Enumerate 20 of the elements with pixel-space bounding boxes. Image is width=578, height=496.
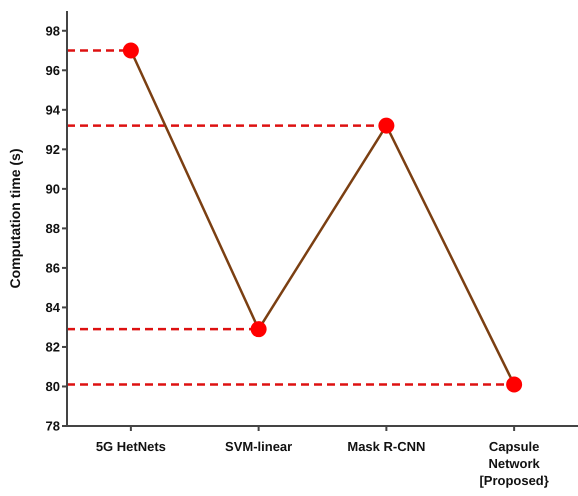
point [378, 118, 394, 134]
y-tick-label: 98 [46, 23, 60, 38]
point [122, 42, 139, 59]
y-tick-label: 86 [46, 260, 60, 276]
x-tick-label: Capsule Network [Proposed} [479, 439, 549, 488]
y-tick-label: 80 [46, 379, 60, 394]
y-tick-label: 92 [46, 142, 60, 157]
y-tick-label: 82 [46, 340, 60, 355]
x-tick-label: 5G HetNets [96, 439, 166, 454]
x-tick-label: SVM-linear [225, 439, 292, 454]
y-tick-label: 94 [46, 102, 61, 118]
y-tick-label: 84 [46, 300, 61, 316]
y-tick-label: 88 [46, 220, 60, 236]
point [506, 376, 522, 392]
y-tick-label: 90 [46, 181, 60, 196]
y-axis-title: Computation time (s) [7, 148, 23, 288]
y-tick-label: 96 [46, 62, 60, 78]
x-tick-label: Mask R-CNN [347, 439, 426, 454]
y-tick-label: 78 [46, 418, 60, 434]
point [250, 321, 267, 338]
